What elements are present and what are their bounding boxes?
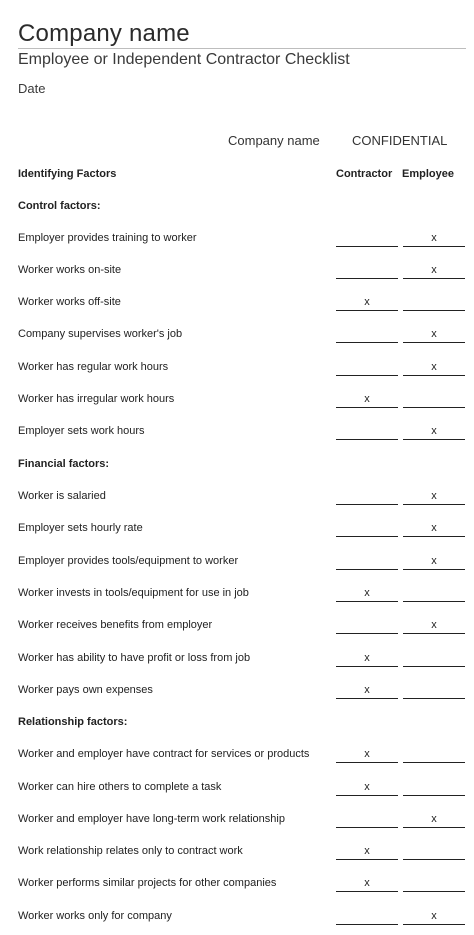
employee-mark[interactable]: x: [403, 328, 465, 343]
employee-mark[interactable]: [403, 877, 465, 892]
contractor-mark[interactable]: [336, 522, 398, 537]
checklist-row: Worker and employer have long-term work …: [18, 813, 468, 828]
section-title: Financial factors:: [18, 458, 110, 470]
section-control-factors: Control factors:: [18, 200, 468, 214]
contractor-mark[interactable]: [336, 555, 398, 570]
identifying-factors-header: Identifying Factors: [18, 168, 117, 180]
employee-mark[interactable]: x: [403, 910, 465, 925]
contractor-mark[interactable]: [336, 619, 398, 634]
factor-label: Worker and employer have long-term work …: [18, 813, 285, 825]
contractor-mark[interactable]: [336, 813, 398, 828]
checklist-row: Worker works off-site x: [18, 296, 468, 311]
contractor-mark[interactable]: x: [336, 393, 398, 408]
employee-mark[interactable]: x: [403, 490, 465, 505]
section-relationship-factors: Relationship factors:: [18, 716, 468, 730]
factor-label: Worker can hire others to complete a tas…: [18, 781, 222, 793]
employee-mark[interactable]: x: [403, 813, 465, 828]
employee-mark[interactable]: x: [403, 232, 465, 247]
employee-mark[interactable]: [403, 684, 465, 699]
employee-mark[interactable]: x: [403, 555, 465, 570]
employee-column-header: Employee: [402, 168, 454, 180]
factor-label: Worker works on-site: [18, 264, 122, 276]
factor-label: Worker receives benefits from employer: [18, 619, 213, 631]
contractor-mark[interactable]: [336, 264, 398, 279]
checklist-row: Worker pays own expenses x: [18, 684, 468, 699]
checklist-row: Worker is salaried x: [18, 490, 468, 505]
checklist-row: Worker and employer have contract for se…: [18, 748, 468, 763]
checklist-row: Worker has irregular work hours x: [18, 393, 468, 408]
contractor-mark[interactable]: [336, 425, 398, 440]
title-divider: [18, 48, 466, 49]
employee-mark[interactable]: x: [403, 425, 465, 440]
contractor-mark[interactable]: [336, 328, 398, 343]
factor-label: Employer sets work hours: [18, 425, 145, 437]
checklist-row: Work relationship relates only to contra…: [18, 845, 468, 860]
employee-mark[interactable]: [403, 652, 465, 667]
employee-mark[interactable]: x: [403, 522, 465, 537]
contractor-mark[interactable]: [336, 232, 398, 247]
factor-label: Employer provides training to worker: [18, 232, 197, 244]
factor-label: Worker and employer have contract for se…: [18, 748, 310, 760]
contractor-mark[interactable]: [336, 490, 398, 505]
checklist-row: Worker invests in tools/equipment for us…: [18, 587, 468, 602]
checklist-row: Employer provides tools/equipment to wor…: [18, 555, 468, 570]
employee-mark[interactable]: [403, 587, 465, 602]
contractor-mark[interactable]: x: [336, 684, 398, 699]
factor-label: Worker works off-site: [18, 296, 121, 308]
checklist-row: Employer sets hourly rate x: [18, 522, 468, 537]
checklist-row: Company supervises worker's job x: [18, 328, 468, 343]
employee-mark[interactable]: x: [403, 264, 465, 279]
document-header-right: Company name CONFIDENTIAL: [228, 133, 447, 148]
checklist-row: Worker has ability to have profit or los…: [18, 652, 468, 667]
factor-label: Worker invests in tools/equipment for us…: [18, 587, 249, 599]
date-label: Date: [18, 81, 46, 96]
factor-label: Work relationship relates only to contra…: [18, 845, 243, 857]
employee-mark[interactable]: x: [403, 361, 465, 376]
checklist-row: Employer sets work hours x: [18, 425, 468, 440]
contractor-mark[interactable]: x: [336, 296, 398, 311]
factor-label: Worker is salaried: [18, 490, 106, 502]
checklist-row: Worker can hire others to complete a tas…: [18, 781, 468, 796]
factor-label: Worker has ability to have profit or los…: [18, 652, 251, 664]
checklist-row: Worker performs similar projects for oth…: [18, 877, 468, 892]
section-title: Relationship factors:: [18, 716, 128, 728]
checklist-row: Worker has regular work hours x: [18, 361, 468, 376]
confidential-label: CONFIDENTIAL: [352, 133, 448, 148]
checklist-row: Employer provides training to worker x: [18, 232, 468, 247]
employee-mark[interactable]: x: [403, 619, 465, 634]
factor-label: Worker has irregular work hours: [18, 393, 175, 405]
contractor-mark[interactable]: x: [336, 877, 398, 892]
section-financial-factors: Financial factors:: [18, 458, 468, 472]
factor-label: Worker works only for company: [18, 910, 172, 922]
employee-mark[interactable]: [403, 296, 465, 311]
employee-mark[interactable]: [403, 845, 465, 860]
contractor-mark[interactable]: x: [336, 587, 398, 602]
factor-label: Worker pays own expenses: [18, 684, 153, 696]
contractor-column-header: Contractor: [336, 168, 393, 180]
section-title: Control factors:: [18, 200, 101, 212]
column-header-row: Identifying Factors Contractor Employee: [18, 168, 468, 182]
contractor-mark[interactable]: x: [336, 845, 398, 860]
factor-label: Worker performs similar projects for oth…: [18, 877, 277, 889]
factor-label: Worker has regular work hours: [18, 361, 169, 373]
contractor-mark[interactable]: x: [336, 652, 398, 667]
employee-mark[interactable]: [403, 393, 465, 408]
contractor-mark[interactable]: x: [336, 781, 398, 796]
employee-mark[interactable]: [403, 781, 465, 796]
factor-label: Employer provides tools/equipment to wor…: [18, 555, 239, 567]
factor-label: Company supervises worker's job: [18, 328, 183, 340]
checklist-row: Worker receives benefits from employer x: [18, 619, 468, 634]
contractor-mark[interactable]: [336, 910, 398, 925]
header-company-name: Company name: [228, 133, 320, 148]
contractor-mark[interactable]: [336, 361, 398, 376]
factor-label: Employer sets hourly rate: [18, 522, 143, 534]
company-name-title: Company name: [18, 20, 190, 47]
checklist-row: Worker works on-site x: [18, 264, 468, 279]
contractor-mark[interactable]: x: [336, 748, 398, 763]
employee-mark[interactable]: [403, 748, 465, 763]
checklist-row: Worker works only for company x: [18, 910, 468, 925]
checklist-subtitle: Employee or Independent Contractor Check…: [18, 51, 350, 68]
